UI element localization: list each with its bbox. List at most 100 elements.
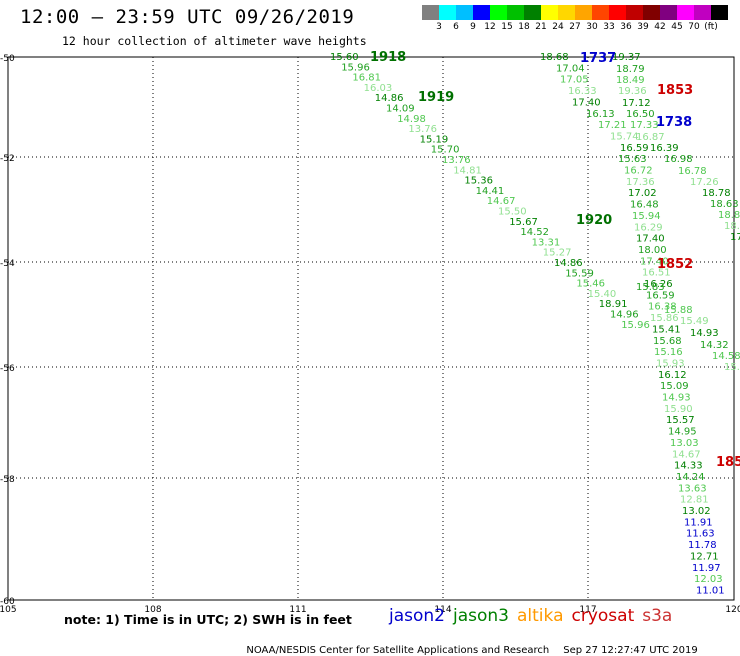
wave-height-label: 18.78: [702, 188, 731, 199]
wave-height-label: 18.63: [710, 199, 739, 210]
wave-height-label: 11.97: [692, 563, 721, 574]
scale-swatch: [507, 5, 524, 20]
wave-height-label: 15.27: [543, 248, 572, 259]
wave-height-label: 16.33: [568, 86, 597, 97]
wave-height-label: 11.01: [696, 585, 725, 596]
y-tick-label: -60: [0, 597, 15, 607]
wave-height-label: 14.95: [668, 427, 697, 438]
wave-height-label: 15.94: [632, 211, 661, 222]
wave-height-label: 15.49: [680, 316, 709, 327]
scale-label: 39: [637, 22, 649, 32]
x-tick-label: 117: [579, 605, 596, 615]
wave-height-label: 16.59: [620, 143, 649, 154]
wave-height-label: 14.09: [386, 104, 415, 115]
pass-label: 185: [716, 455, 740, 470]
scale-label: 3: [436, 22, 442, 32]
wave-height-label: 19.37: [612, 52, 641, 63]
x-tick-label: 120: [725, 605, 740, 615]
scale-label: 12: [484, 22, 496, 32]
scale-swatch: [643, 5, 660, 20]
wave-height-label: 18.68: [540, 52, 569, 63]
wave-height-label: 15.60: [330, 52, 359, 63]
wave-height-label: 13.63: [678, 483, 707, 494]
wave-height-label: 17.36: [626, 177, 655, 188]
x-tick-label: 108: [144, 605, 161, 615]
wave-height-label: 14.93: [662, 393, 691, 404]
page-title: 12:00 – 23:59 UTC 09/26/2019: [20, 6, 355, 28]
map-border: [7, 56, 735, 601]
scale-swatch: [626, 5, 643, 20]
wave-height-label: 15.68: [653, 336, 682, 347]
wave-height-label: 15.57: [666, 415, 695, 426]
wave-height-label: 12.81: [680, 495, 709, 506]
x-tick-label: 105: [0, 605, 17, 615]
wave-height-label: 16.50: [626, 109, 655, 120]
wave-height-label: 15.19: [420, 134, 449, 145]
wave-height-label: 14.24: [676, 472, 705, 483]
wave-height-label: 19.36: [618, 86, 647, 97]
scale-label: 30: [586, 22, 598, 32]
pass-label: 1920: [576, 213, 612, 228]
y-tick-label: -56: [0, 364, 15, 374]
scale-label: 70: [688, 22, 700, 32]
wave-height-label: 14.96: [610, 310, 639, 321]
pass-label: 1853: [657, 83, 693, 98]
scale-label: (ft): [704, 22, 718, 32]
scale-swatch: [558, 5, 575, 20]
wave-height-label: 14.81: [453, 165, 482, 176]
scale-label: 27: [569, 22, 581, 32]
pass-label: 1919: [418, 90, 454, 105]
wave-height-label: 16.39: [650, 143, 679, 154]
wave-height-label: 14.32: [700, 340, 729, 351]
wave-height-label: 18.79: [616, 64, 645, 75]
wave-height-label: 15.41: [652, 324, 681, 335]
wave-height-label: 12.71: [690, 551, 719, 562]
wave-height-label: 17.21: [598, 120, 627, 131]
wave-height-label: 16.48: [630, 200, 659, 211]
wave-height-label: 17.40: [636, 234, 665, 245]
wave-height-label: 15.70: [431, 145, 460, 156]
wave-height-label: 16.51: [642, 268, 671, 279]
scale-swatch: [575, 5, 592, 20]
pass-label: 1852: [657, 257, 693, 272]
wave-height-label: 13.02: [682, 506, 711, 517]
credit-text: NOAA/NESDIS Center for Satellite Applica…: [246, 645, 550, 656]
scale-label: 33: [603, 22, 615, 32]
wave-height-label: 16.98: [664, 154, 693, 165]
wave-height-label: 11.63: [686, 529, 715, 540]
wave-height-label: 15.67: [509, 217, 538, 228]
scale-label: 45: [671, 22, 683, 32]
scale-swatch: [711, 5, 728, 20]
wave-height-label: 15.2: [724, 362, 740, 373]
wave-height-label: 18.49: [616, 75, 645, 86]
wave-height-label: 16.72: [624, 166, 653, 177]
x-tick-label: 111: [289, 605, 306, 615]
wave-height-label: 18.91: [599, 299, 628, 310]
scale-swatch: [524, 5, 541, 20]
wave-height-label: 16.29: [634, 222, 663, 233]
scale-swatch: [490, 5, 507, 20]
wave-height-label: 17.12: [622, 98, 651, 109]
wave-height-label: 17.05: [560, 75, 589, 86]
wave-height-label: 17.40: [572, 97, 601, 108]
wave-height-label: 13.03: [670, 438, 699, 449]
wave-height-label: 16.81: [352, 73, 381, 84]
scale-swatch: [541, 5, 558, 20]
scale-label: 36: [620, 22, 632, 32]
scale-label: 24: [552, 22, 564, 32]
wave-height-label: 14.86: [375, 93, 404, 104]
legend-jason2: jason2: [389, 606, 445, 626]
wave-height-label: 15.96: [341, 62, 370, 73]
scale-swatch: [456, 5, 473, 20]
scale-swatch: [694, 5, 711, 20]
wave-height-label: 15.46: [576, 279, 605, 290]
wave-height-label: 16.59: [646, 290, 675, 301]
x-tick-label: 114: [434, 605, 451, 615]
wave-height-label: 13.31: [532, 237, 561, 248]
scale-swatch: [677, 5, 694, 20]
scale-label: 15: [501, 22, 513, 32]
pass-label: 1737: [580, 51, 616, 66]
scale-label: 18: [518, 22, 530, 32]
wave-height-label: 15.96: [621, 320, 650, 331]
wave-height-label: 13.76: [408, 124, 437, 135]
